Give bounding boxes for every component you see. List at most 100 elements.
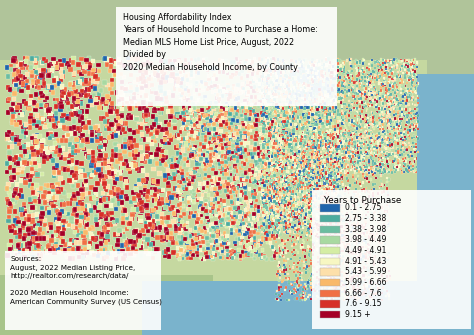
Bar <box>362 229 365 231</box>
Bar <box>277 270 279 273</box>
Bar <box>115 126 119 131</box>
Bar <box>292 171 294 174</box>
Bar <box>277 162 279 164</box>
Bar <box>361 232 363 234</box>
Bar <box>294 165 296 167</box>
Bar <box>325 297 328 300</box>
Bar <box>84 90 88 95</box>
Bar <box>267 216 269 219</box>
Bar <box>366 69 368 71</box>
Bar <box>372 98 374 101</box>
Bar <box>321 160 324 163</box>
Bar <box>378 162 380 164</box>
Bar <box>187 62 190 66</box>
Bar <box>197 98 201 102</box>
Bar <box>313 163 315 165</box>
Bar <box>299 202 301 205</box>
Bar <box>315 203 317 206</box>
Bar <box>192 200 195 204</box>
Bar <box>386 161 388 163</box>
Bar <box>118 170 122 175</box>
Bar <box>31 217 36 221</box>
Bar <box>287 135 289 138</box>
Bar <box>365 187 367 189</box>
Bar <box>37 188 41 192</box>
Bar <box>272 70 275 74</box>
Bar <box>278 188 280 191</box>
Bar <box>144 193 148 197</box>
Bar <box>254 114 257 118</box>
Bar <box>184 249 187 253</box>
Bar <box>276 190 278 193</box>
Bar <box>359 86 361 88</box>
Text: 3.98 - 4.49: 3.98 - 4.49 <box>345 236 386 245</box>
Bar <box>311 164 314 167</box>
Bar <box>292 98 294 102</box>
Bar <box>273 255 276 258</box>
Bar <box>310 273 312 276</box>
Bar <box>329 191 332 194</box>
Bar <box>352 135 354 137</box>
Bar <box>324 106 326 109</box>
Bar <box>343 206 345 208</box>
Bar <box>350 245 352 247</box>
Bar <box>341 69 344 72</box>
Bar <box>357 255 359 257</box>
Bar <box>272 61 275 64</box>
Bar <box>301 260 303 262</box>
Bar <box>307 106 310 109</box>
Bar <box>336 250 338 252</box>
Bar <box>373 175 375 177</box>
Bar <box>31 117 35 121</box>
Bar <box>364 170 365 173</box>
Bar <box>59 78 63 82</box>
Bar <box>352 164 354 166</box>
Bar <box>364 261 365 263</box>
Bar <box>343 249 345 251</box>
Bar <box>407 88 409 90</box>
Bar <box>323 102 326 105</box>
Bar <box>322 199 324 202</box>
Bar <box>190 181 193 184</box>
Bar <box>211 125 215 129</box>
Bar <box>330 76 333 79</box>
Bar <box>138 106 143 111</box>
Bar <box>306 88 309 91</box>
Bar <box>377 62 379 65</box>
Bar <box>381 299 383 302</box>
Bar <box>396 138 398 141</box>
Bar <box>407 96 409 98</box>
Bar <box>304 298 306 300</box>
Bar <box>72 194 76 198</box>
Bar <box>321 194 323 197</box>
Bar <box>28 125 32 130</box>
Bar <box>127 167 131 172</box>
Bar <box>226 185 229 189</box>
Bar <box>290 84 292 87</box>
Bar <box>202 146 206 150</box>
Bar <box>160 149 164 153</box>
Bar <box>221 146 224 150</box>
Bar <box>340 229 342 232</box>
Bar <box>389 118 391 121</box>
Bar <box>39 231 44 236</box>
Bar <box>207 222 210 226</box>
Bar <box>210 214 213 218</box>
Bar <box>406 99 408 102</box>
Bar <box>282 239 283 242</box>
Bar <box>39 246 44 250</box>
Bar <box>20 177 24 182</box>
Bar <box>373 284 375 287</box>
Bar <box>177 136 181 140</box>
Bar <box>287 273 289 275</box>
Bar <box>396 117 398 120</box>
Bar <box>196 81 199 85</box>
Bar <box>410 93 412 96</box>
Bar <box>325 209 327 211</box>
Bar <box>343 218 345 220</box>
Bar <box>223 222 226 226</box>
Bar <box>335 222 337 225</box>
Bar <box>332 266 334 269</box>
Bar <box>286 86 289 89</box>
Bar <box>311 220 313 222</box>
